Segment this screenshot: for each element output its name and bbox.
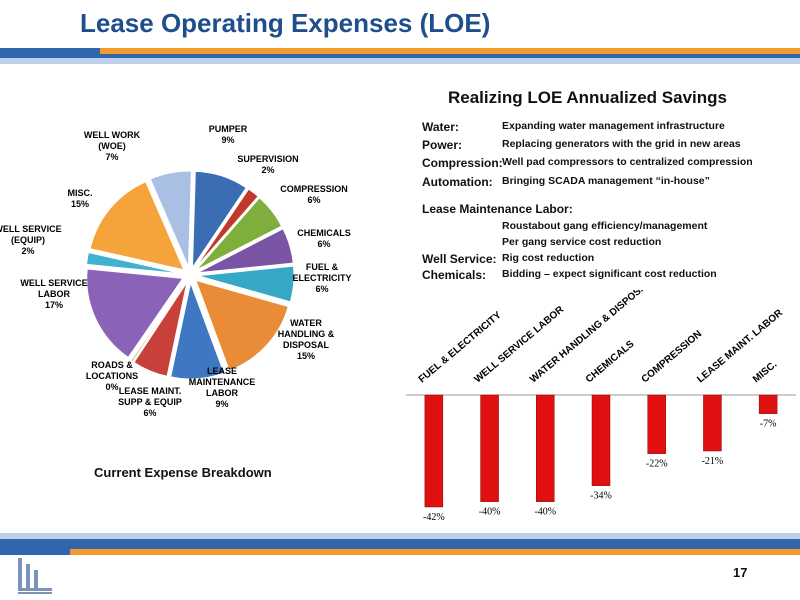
savings-row-value: Bringing SCADA management “in-house” — [502, 175, 710, 187]
pie-slice — [195, 279, 289, 372]
bar-value-label: -42% — [423, 512, 445, 523]
bar-category-label: WELL SERVICE LABOR — [472, 304, 566, 386]
header-band-accent — [100, 48, 800, 54]
pie-slice-label: WATER HANDLING & DISPOSAL 15% — [278, 318, 335, 361]
pie-slice — [170, 281, 225, 380]
pie-slice-label: PUMPER 9% — [209, 124, 248, 145]
bar-category-label: MISC. — [751, 359, 780, 385]
bar-value-label: -40% — [534, 507, 556, 518]
savings-row-key: Automation: — [422, 175, 493, 189]
savings-row-value: Replacing generators with the grid in ne… — [502, 138, 741, 150]
bar-value-label: -21% — [702, 456, 724, 467]
pie-slice-label: FUEL & ELECTRICITY 6% — [292, 262, 351, 294]
pie-slice-label: MISC. 15% — [67, 188, 92, 209]
savings-title: Realizing LOE Annualized Savings — [448, 88, 727, 107]
savings-row-value: Well pad compressors to centralized comp… — [502, 156, 753, 168]
pie-slice-label: WELL SERVICE LABOR 17% — [20, 278, 87, 310]
pie-slice — [194, 188, 259, 269]
footer-band-light — [0, 533, 800, 539]
pie-slice — [86, 251, 183, 275]
header-band-light — [0, 58, 800, 64]
savings-row-key: Well Service: — [422, 252, 497, 266]
pie-slice — [197, 228, 294, 274]
pie-slice — [195, 197, 283, 271]
bar — [424, 394, 444, 508]
pie-slice — [89, 181, 185, 271]
savings-row-key: Water: — [422, 120, 459, 134]
bar — [480, 394, 499, 502]
pie-slice-label: WELL WORK (WOE) 7% — [84, 130, 141, 162]
bar-value-label: -22% — [646, 459, 668, 470]
pie-svg: PUMPER 9% SUPERVISION 2% COMPRESSION 6% CHEMIC… — [0, 124, 352, 418]
pie-slice-label: WELL SERVICE (EQUIP) 2% — [0, 224, 62, 256]
savings-row-value: Rig cost reduction — [502, 252, 595, 264]
expense-pie-chart: PUMPER 9% SUPERVISION 2% COMPRESSION 6% CHEMIC… — [0, 120, 400, 440]
bar-value-label: -40% — [479, 507, 501, 518]
savings-row-value: Bidding – expect significant cost reduct… — [502, 268, 717, 280]
pie-slice-label: LEASE MAINTENANCE LABOR 9% — [189, 366, 256, 409]
bar-value-label: -34% — [590, 491, 612, 502]
bar — [536, 394, 555, 502]
pie-slice — [149, 170, 192, 268]
pie-slice — [197, 265, 295, 303]
bar-value-label: -7% — [760, 419, 777, 430]
company-logo-icon — [18, 558, 52, 594]
pie-slice — [130, 281, 186, 363]
bar-category-label: CHEMICALS — [584, 338, 637, 385]
savings-bar-chart: -42% FUEL & ELECTRICITY -40% WELL SERVICE L… — [400, 277, 800, 540]
pie-slice — [133, 282, 188, 377]
pie-slice-label: SUPERVISION 2% — [237, 154, 298, 175]
savings-row-key: Compression: — [422, 156, 503, 170]
pie-caption: Current Expense Breakdown — [94, 465, 272, 480]
savings-row-key: Chemicals: — [422, 268, 487, 282]
savings-row-key: Lease Maintenance Labor: — [422, 202, 573, 216]
footer-band-accent — [70, 549, 800, 555]
savings-row-value: Roustabout gang efficiency/management — [502, 220, 708, 232]
bar — [591, 394, 611, 486]
savings-row-value: Per gang service cost reduction — [502, 236, 662, 248]
pie-slice-label: COMPRESSION 6% — [280, 184, 348, 205]
pie-slice — [191, 170, 247, 270]
bar — [647, 394, 666, 454]
pie-slice-label: LEASE MAINT. SUPP & EQUIP 6% — [118, 386, 182, 418]
pie-slice-label: CHEMICALS 6% — [297, 228, 351, 249]
bar-svg: -42%FUEL & ELECTRICITY-40%WELL SERVICE L… — [406, 277, 796, 523]
pie-slice — [86, 268, 184, 359]
bar — [703, 394, 722, 452]
savings-row-value: Expanding water management infrastructur… — [502, 120, 725, 132]
page-number: 17 — [733, 565, 748, 580]
page-title: Lease Operating Expenses (LOE) — [80, 8, 491, 38]
bar — [758, 394, 778, 414]
pie-slice-label: ROADS & LOCATIONS 0% — [86, 360, 138, 392]
savings-row-key: Power: — [422, 138, 463, 152]
